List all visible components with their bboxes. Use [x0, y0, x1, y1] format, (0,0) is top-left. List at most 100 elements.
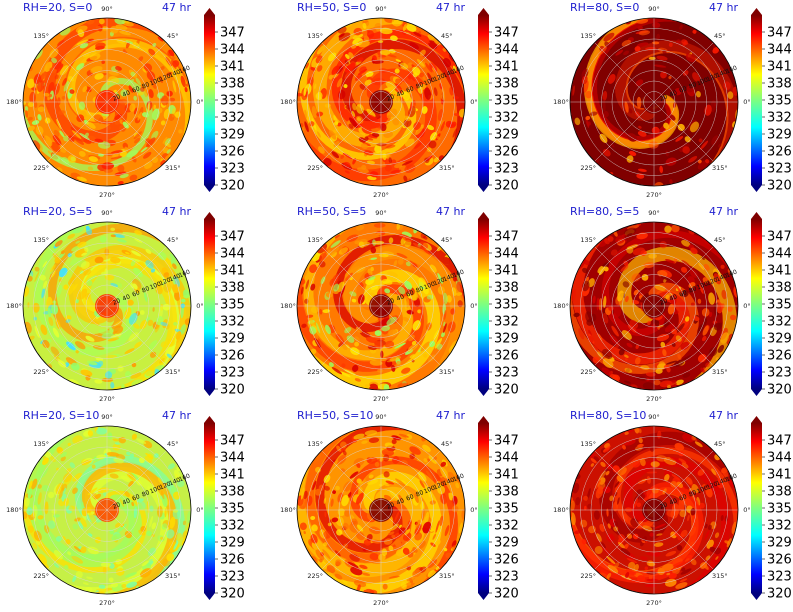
radial-tick-label: 60 — [131, 493, 141, 502]
panel-time-label: 47 hr — [162, 1, 191, 14]
colorbar-tick-label: 329 — [220, 128, 245, 143]
panel-title: RH=80, S=0 — [570, 1, 639, 14]
colorbar-tick-label: 338 — [220, 77, 245, 92]
colorbar-tick-label: 320 — [494, 383, 519, 398]
angle-tick-label: 315° — [439, 164, 455, 172]
radial-tick-label: 60 — [131, 85, 141, 94]
angle-tick-label: 315° — [165, 164, 181, 172]
angle-tick-label: 270° — [646, 191, 662, 199]
colorbar-tick-label: 323 — [220, 366, 245, 381]
colorbar-extend-max — [204, 8, 215, 15]
angle-tick-label: 45° — [714, 236, 726, 244]
angle-tick-label: 315° — [712, 572, 728, 580]
colorbar-extend-min — [204, 389, 215, 396]
colorbar-tick-label: 338 — [767, 485, 792, 500]
radial-tick-label: 160 — [452, 64, 465, 75]
colorbar-tick-label: 332 — [494, 315, 519, 330]
colorbar-tick-label: 347 — [494, 26, 519, 41]
colorbar-tick-label: 347 — [767, 230, 792, 245]
angle-tick-label: 0° — [743, 302, 750, 310]
colorbar-extend-min — [478, 185, 489, 192]
radial-tick-label: 160 — [452, 268, 465, 279]
radial-tick-label: 140 — [168, 476, 181, 487]
colorbar-tick-label: 332 — [494, 111, 519, 126]
colorbar-tick-label: 344 — [220, 247, 245, 262]
angle-tick-label: 180° — [6, 98, 22, 106]
colorbar-tick-label: 338 — [494, 77, 519, 92]
colorbar-tick-label: 341 — [220, 264, 245, 279]
colorbar: 347 344 341 338 335 332 329 326 323 320 — [204, 416, 245, 602]
polar-grid — [569, 425, 739, 595]
colorbar-tick-label: 329 — [767, 332, 792, 347]
colorbar-tick-label: 332 — [220, 111, 245, 126]
colorbar-tick-label: 341 — [767, 60, 792, 75]
angle-tick-label: 135° — [307, 32, 323, 40]
colorbar-tick-label: 347 — [220, 434, 245, 449]
angle-tick-label: 315° — [165, 572, 181, 580]
angle-tick-label: 0° — [743, 98, 750, 106]
angle-tick-label: 180° — [553, 506, 569, 514]
angle-tick-label: 225° — [307, 368, 323, 376]
polar-frame — [569, 425, 739, 595]
colorbar: 347 344 341 338 335 332 329 326 323 320 — [751, 416, 792, 602]
colorbar-extend-max — [751, 8, 762, 15]
polar-frame — [569, 17, 739, 187]
radial-tick-label: 100 — [149, 484, 162, 495]
polar-frame — [22, 425, 192, 595]
angle-tick-label: 315° — [439, 368, 455, 376]
radial-tick-label: 80 — [141, 81, 151, 90]
angle-tick-label: 45° — [714, 32, 726, 40]
angle-tick-label: 90° — [101, 413, 113, 421]
angle-tick-label: 135° — [33, 32, 49, 40]
angle-tick-label: 225° — [307, 164, 323, 172]
colorbar-tick-label: 320 — [767, 179, 792, 194]
panel-time-label: 47 hr — [709, 409, 738, 422]
colorbar-tick-label: 335 — [494, 94, 519, 109]
panel-title: RH=50, S=5 — [297, 205, 366, 218]
radial-tick-label: 60 — [405, 493, 415, 502]
angle-tick-label: 90° — [375, 413, 387, 421]
radial-tick-label: 20 — [112, 93, 122, 102]
radial-tick-label: 60 — [405, 289, 415, 298]
radial-tick-label: 120 — [159, 480, 172, 491]
colorbar-tick-label: 320 — [494, 179, 519, 194]
radial-tick-label: 160 — [452, 472, 465, 483]
colorbar-tick-label: 341 — [494, 264, 519, 279]
radial-tick-label: 100 — [423, 76, 436, 87]
angle-tick-label: 90° — [648, 413, 660, 421]
colorbar-tick-label: 344 — [494, 247, 519, 262]
colorbar-tick-label: 347 — [767, 434, 792, 449]
radial-tick-label: 40 — [122, 497, 132, 506]
polar-frame — [296, 221, 466, 391]
angle-tick-label: 180° — [280, 506, 296, 514]
colorbar-extend-min — [204, 593, 215, 600]
colorbar-gradient — [478, 423, 489, 593]
colorbar-extend-min — [204, 185, 215, 192]
colorbar-tick-label: 320 — [220, 179, 245, 194]
radial-tick-label: 40 — [396, 497, 406, 506]
angle-tick-label: 135° — [33, 236, 49, 244]
colorbar-tick-label: 320 — [494, 587, 519, 602]
radial-tick-label: 120 — [433, 480, 446, 491]
angle-tick-label: 45° — [441, 440, 453, 448]
radial-tick-label: 160 — [725, 268, 738, 279]
radial-tick-label: 80 — [688, 489, 698, 498]
colorbar-tick-label: 344 — [494, 43, 519, 58]
angle-tick-label: 135° — [33, 440, 49, 448]
colorbar-extend-max — [478, 8, 489, 15]
polar-frame — [22, 17, 192, 187]
polar-grid — [569, 221, 739, 391]
angle-tick-label: 270° — [646, 599, 662, 607]
polar-frame — [569, 221, 739, 391]
colorbar-gradient — [204, 219, 215, 389]
colorbar-tick-label: 344 — [767, 43, 792, 58]
panel-title: RH=20, S=5 — [23, 205, 92, 218]
angle-tick-label: 135° — [307, 440, 323, 448]
radial-tick-label: 100 — [423, 280, 436, 291]
angle-tick-label: 0° — [470, 98, 477, 106]
colorbar-tick-label: 347 — [494, 230, 519, 245]
radial-tick-label: 60 — [678, 85, 688, 94]
angle-tick-label: 315° — [712, 164, 728, 172]
colorbar-tick-label: 347 — [767, 26, 792, 41]
radial-tick-label: 160 — [725, 64, 738, 75]
